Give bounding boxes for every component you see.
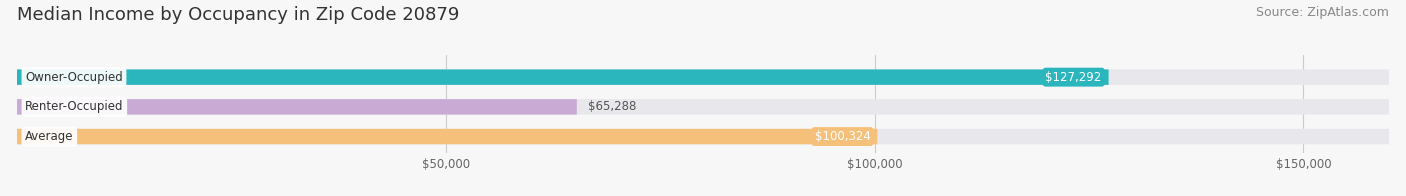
Text: Median Income by Occupancy in Zip Code 20879: Median Income by Occupancy in Zip Code 2… bbox=[17, 6, 460, 24]
Text: Average: Average bbox=[25, 130, 73, 143]
Text: $100,324: $100,324 bbox=[814, 130, 870, 143]
FancyBboxPatch shape bbox=[17, 99, 576, 115]
Text: Source: ZipAtlas.com: Source: ZipAtlas.com bbox=[1256, 6, 1389, 19]
Text: $65,288: $65,288 bbox=[588, 100, 636, 113]
Text: Renter-Occupied: Renter-Occupied bbox=[25, 100, 124, 113]
Text: Owner-Occupied: Owner-Occupied bbox=[25, 71, 122, 84]
FancyBboxPatch shape bbox=[17, 99, 1389, 115]
FancyBboxPatch shape bbox=[17, 129, 877, 144]
FancyBboxPatch shape bbox=[17, 69, 1389, 85]
FancyBboxPatch shape bbox=[17, 129, 1389, 144]
FancyBboxPatch shape bbox=[17, 69, 1108, 85]
Text: $127,292: $127,292 bbox=[1046, 71, 1102, 84]
